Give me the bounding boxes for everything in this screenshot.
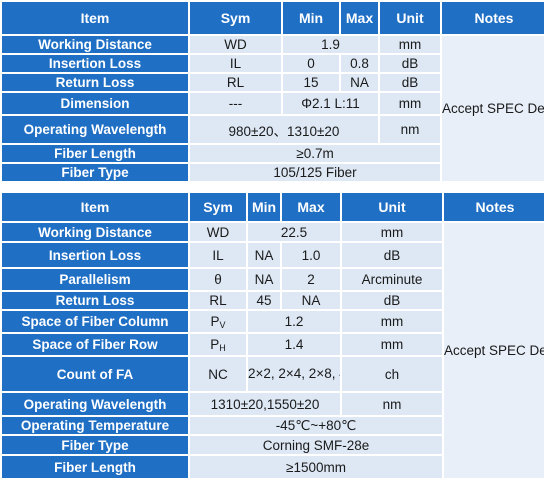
max-cell: NA xyxy=(341,74,378,91)
unit-cell: mm xyxy=(380,93,440,114)
value-cell: ≥1500mm xyxy=(190,456,442,478)
min-cell: 15 xyxy=(283,74,339,91)
header-max: Max xyxy=(282,193,340,221)
row-label: Operating Wavelength xyxy=(2,116,188,143)
row-label: Parallelism xyxy=(2,269,188,290)
unit-cell: dB xyxy=(380,74,440,91)
sym-subscript: H xyxy=(219,342,226,353)
value-cell: 1310±20,1550±20 xyxy=(190,393,340,415)
min-cell: 45 xyxy=(248,292,280,309)
header-item: Item xyxy=(2,193,188,221)
unit-cell: dB xyxy=(380,55,440,72)
notes-cell: Accept SPEC Defined by Customer xyxy=(444,223,544,478)
row-label: Return Loss xyxy=(2,74,188,91)
row-label: Fiber Type xyxy=(2,436,188,454)
row-label: Insertion Loss xyxy=(2,55,188,72)
sym-cell: NC xyxy=(190,357,246,391)
sym-cell: θ xyxy=(190,269,246,290)
sym-cell: IL xyxy=(190,243,246,267)
row-label: Return Loss xyxy=(2,292,188,309)
header-sym: Sym xyxy=(190,193,246,221)
value-cell: 1.2 xyxy=(248,311,340,332)
sym-cell: RL xyxy=(190,292,246,309)
row-label: Insertion Loss xyxy=(2,243,188,267)
value-cell: 1.4 xyxy=(248,334,340,355)
sym-cell: WD xyxy=(190,36,281,53)
min-cell: NA xyxy=(248,269,280,290)
row-label: Operating Temperature xyxy=(2,417,188,434)
value-cell: -45℃~+80℃ xyxy=(190,417,442,434)
value-cell: Corning SMF-28e xyxy=(190,436,442,454)
row-label: Working Distance xyxy=(2,223,188,241)
unit-cell: ch xyxy=(342,357,442,391)
sym-cell: --- xyxy=(190,93,281,114)
row-label: Count of FA xyxy=(2,357,188,391)
max-cell: 0.8 xyxy=(341,55,378,72)
header-unit: Unit xyxy=(380,2,440,34)
sym-main: P xyxy=(210,313,220,329)
value-cell: 1.9 xyxy=(283,36,378,53)
header-min: Min xyxy=(248,193,280,221)
unit-cell: mm xyxy=(380,36,440,53)
row-label: Space of Fiber Row xyxy=(2,334,188,355)
header-max: Max xyxy=(341,2,378,34)
unit-cell: Arcminute xyxy=(342,269,442,290)
value-cell: ≥0.7m xyxy=(190,145,440,162)
spec-table-1: Item Sym Min Max Unit Notes Working Dist… xyxy=(0,0,544,183)
header-unit: Unit xyxy=(342,193,442,221)
row-label: Fiber Length xyxy=(2,456,188,478)
max-cell: 1.0 xyxy=(282,243,340,267)
unit-cell: nm xyxy=(380,116,440,143)
value-cell: Φ2.1 L:11 xyxy=(283,93,378,114)
unit-cell: dB xyxy=(342,243,442,267)
row-label: Fiber Length xyxy=(2,145,188,162)
max-cell: 2 xyxy=(282,269,340,290)
header-notes: Notes xyxy=(444,193,544,221)
row-label: Fiber Type xyxy=(2,164,188,181)
sym-cell: WD xyxy=(190,223,246,241)
notes-cell: Accept SPEC Defined by Customer xyxy=(442,36,544,181)
row-label: Operating Wavelength xyxy=(2,393,188,415)
min-cell: 0 xyxy=(283,55,339,72)
max-cell: NA xyxy=(282,292,340,309)
sym-main: P xyxy=(210,336,220,352)
header-notes: Notes xyxy=(442,2,544,34)
sym-cell: PH xyxy=(190,334,246,355)
sym-cell: RL xyxy=(190,74,281,91)
sym-cell: PV xyxy=(190,311,246,332)
row-label: Dimension xyxy=(2,93,188,114)
spec-table-2: Item Sym Min Max Unit Notes Working Dist… xyxy=(0,191,544,480)
unit-cell: mm xyxy=(342,334,442,355)
value-cell: 980±20、1310±20 xyxy=(190,116,378,143)
value-cell: 105/125 Fiber xyxy=(190,164,440,181)
header-item: Item xyxy=(2,2,188,34)
sym-cell: IL xyxy=(190,55,281,72)
value-cell: 2×2, 2×4, 2×8, 4×8 xyxy=(248,357,340,391)
unit-cell: dB xyxy=(342,292,442,309)
row-label: Space of Fiber Column xyxy=(2,311,188,332)
row-label: Working Distance xyxy=(2,36,188,53)
min-cell: NA xyxy=(248,243,280,267)
unit-cell: mm xyxy=(342,223,442,241)
header-min: Min xyxy=(283,2,339,34)
unit-cell: mm xyxy=(342,311,442,332)
header-sym: Sym xyxy=(190,2,281,34)
value-cell: 22.5 xyxy=(248,223,340,241)
sym-subscript: V xyxy=(219,319,226,330)
unit-cell: nm xyxy=(342,393,442,415)
